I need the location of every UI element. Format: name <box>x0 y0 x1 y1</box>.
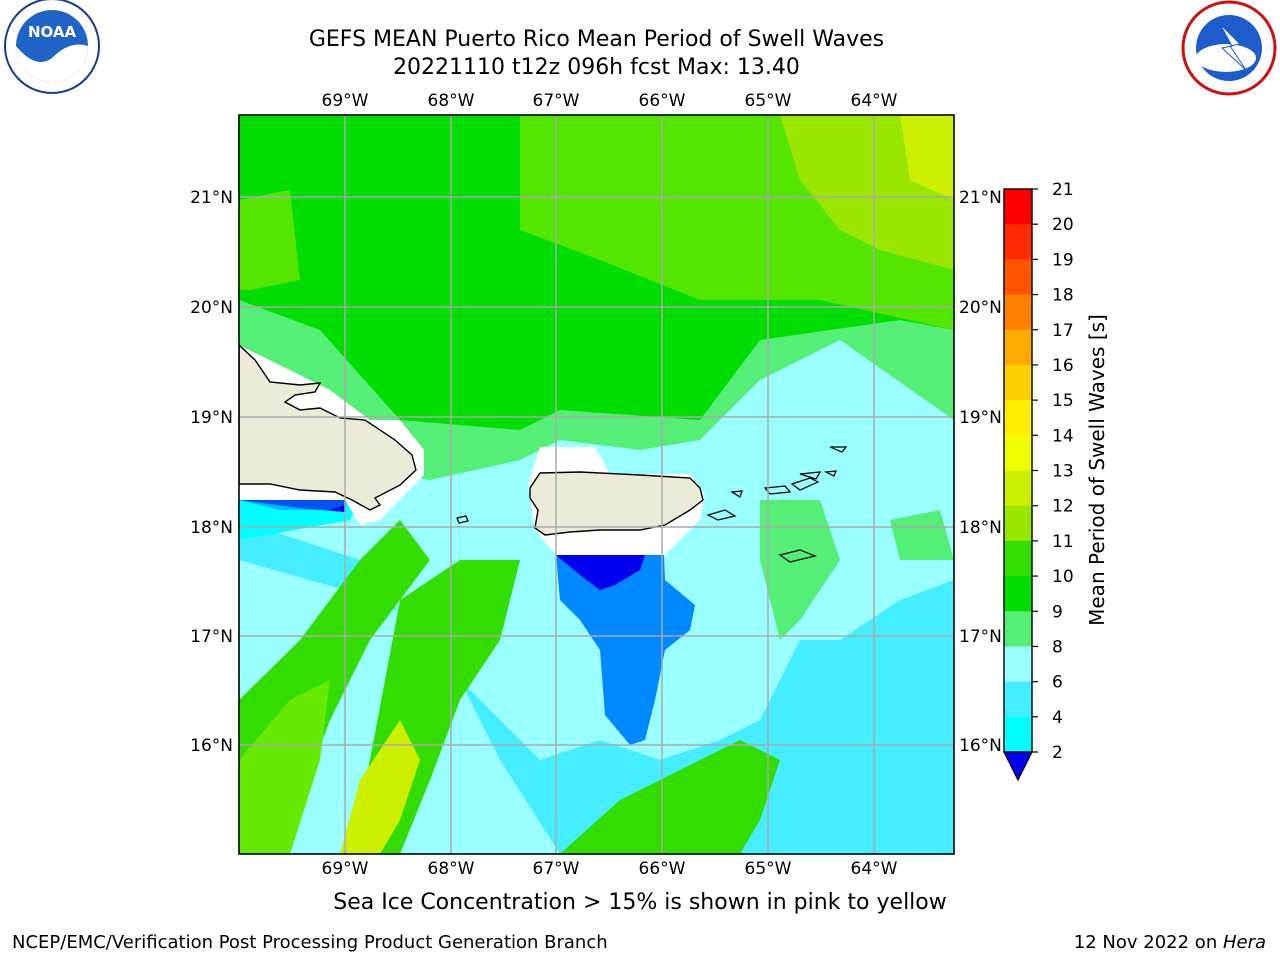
hispaniola-land <box>239 344 417 511</box>
map-frame <box>238 114 955 855</box>
colorbar-swatch <box>1004 716 1032 753</box>
colorbar: 21 20 19 18 17 16 15 14 13 12 11 10 9 8 6 4 2 <box>1003 180 1074 782</box>
colorbar-tick-label: 18 <box>1052 286 1074 306</box>
colorbar-swatch <box>1004 294 1032 331</box>
colorbar-label: Mean Period of Swell Waves [s] <box>1085 314 1109 626</box>
lon-label-top: 65°W <box>745 91 792 111</box>
colorbar-swatch <box>1004 259 1032 296</box>
lon-label-top: 69°W <box>322 91 369 111</box>
lat-label-left: 21°N <box>190 188 233 208</box>
colorbar-swatch <box>1004 646 1032 683</box>
map-subtitle: 20221110 t12z 096h fcst Max: 13.40 <box>393 55 800 80</box>
footer-credit: NCEP/EMC/Verification Post Processing Pr… <box>12 932 608 953</box>
colorbar-swatch <box>1004 611 1032 647</box>
lat-label-left: 20°N <box>190 298 233 318</box>
noaa-logo: NOAA <box>4 0 100 94</box>
lat-label-left: 19°N <box>190 408 233 428</box>
lon-label-bottom: 66°W <box>639 859 686 879</box>
colorbar-tick-label: 2 <box>1052 743 1063 763</box>
colorbar-tick-label: 9 <box>1052 602 1063 622</box>
colorbar-tick-label: 14 <box>1052 426 1074 446</box>
lat-label-left: 17°N <box>190 627 233 647</box>
colorbar-tick-label: 4 <box>1052 708 1063 728</box>
lon-label-bottom: 64°W <box>851 859 898 879</box>
colorbar-swatch <box>1004 576 1032 612</box>
noaa-logo-text: NOAA <box>28 23 77 41</box>
colorbar-tick-label: 8 <box>1052 637 1063 657</box>
colorbar-tick-label: 20 <box>1052 215 1074 235</box>
colorbar-tick-label: 17 <box>1052 321 1074 341</box>
colorbar-swatch <box>1004 364 1032 401</box>
colorbar-swatch <box>1004 681 1032 718</box>
footer-date-text: 12 Nov 2022 on <box>1073 932 1223 953</box>
colorbar-tick-label: 10 <box>1052 567 1074 587</box>
lat-label-left: 16°N <box>190 736 233 756</box>
nws-logo <box>1181 0 1277 96</box>
lon-label-top: 68°W <box>428 91 475 111</box>
lon-label-bottom: 69°W <box>322 859 369 879</box>
colorbar-tick-label: 19 <box>1052 250 1074 270</box>
lat-label-right: 19°N <box>959 408 1002 428</box>
lon-label-top: 64°W <box>851 91 898 111</box>
lon-label-top: 66°W <box>639 91 686 111</box>
lat-label-right: 16°N <box>959 736 1002 756</box>
footer-date: 12 Nov 2022 on Hera <box>1074 932 1266 953</box>
colorbar-tick-label: 13 <box>1052 462 1074 482</box>
colorbar-tick-label: 11 <box>1052 532 1074 552</box>
colorbar-swatch <box>1004 329 1032 366</box>
colorbar-tick-label: 12 <box>1052 497 1074 517</box>
lat-label-right: 18°N <box>959 518 1002 538</box>
colorbar-swatch <box>1004 540 1032 577</box>
colorbar-tick-label: 15 <box>1052 391 1074 411</box>
map-gridlines <box>239 115 954 854</box>
map-title: GEFS MEAN Puerto Rico Mean Period of Swe… <box>308 27 885 52</box>
lon-label-top: 67°W <box>533 91 580 111</box>
footer-host: Hera <box>1222 932 1266 953</box>
puerto-rico-land <box>529 471 704 536</box>
colorbar-swatch <box>1004 189 1032 225</box>
colorbar-swatch <box>1004 470 1032 507</box>
colorbar-tick-label: 16 <box>1052 356 1074 376</box>
map-plot-area <box>239 115 954 854</box>
lon-label-bottom: 67°W <box>533 859 580 879</box>
lat-label-left: 18°N <box>190 518 233 538</box>
colorbar-extend-arrow <box>1003 751 1033 782</box>
colorbar-swatch <box>1004 435 1032 471</box>
colorbar-tick-label: 21 <box>1052 180 1074 200</box>
lat-label-right: 17°N <box>959 627 1002 647</box>
colorbar-swatch <box>1004 400 1032 436</box>
lat-label-right: 20°N <box>959 298 1002 318</box>
sea-ice-caption: Sea Ice Concentration > 15% is shown in … <box>333 890 947 915</box>
lon-label-bottom: 68°W <box>428 859 475 879</box>
colorbar-tick-label: 6 <box>1052 673 1063 693</box>
lat-label-right: 21°N <box>959 188 1002 208</box>
colorbar-swatch <box>1004 224 1032 260</box>
lon-label-bottom: 65°W <box>745 859 792 879</box>
colorbar-swatch <box>1004 505 1032 542</box>
